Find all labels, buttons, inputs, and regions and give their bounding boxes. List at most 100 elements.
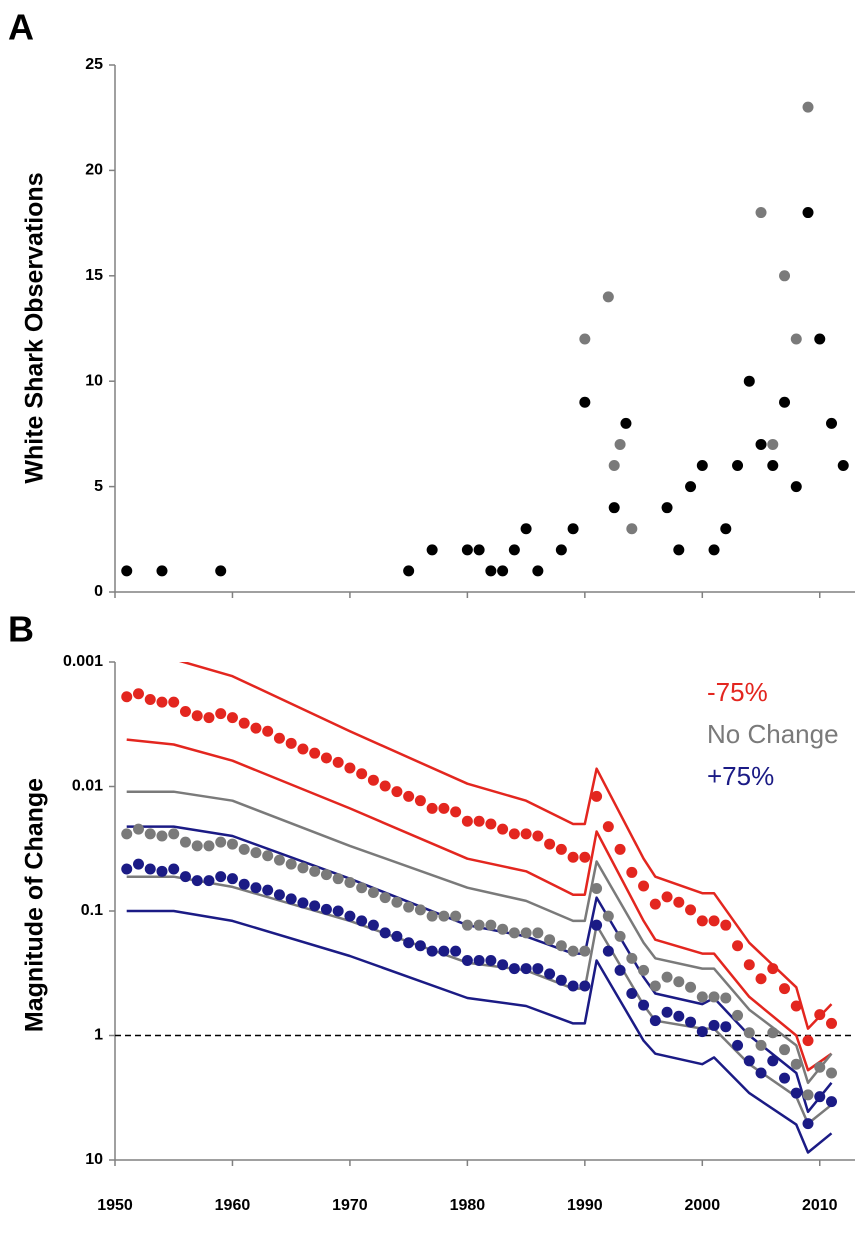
data-point — [638, 964, 650, 976]
data-point — [814, 1061, 826, 1073]
data-point — [403, 565, 415, 577]
data-point — [332, 905, 344, 917]
x-tick-label: 1950 — [97, 1197, 133, 1214]
data-point — [638, 999, 650, 1011]
data-point — [814, 1091, 826, 1103]
y-tick-label: 0 — [94, 583, 103, 600]
data-point — [297, 897, 309, 909]
data-point — [732, 940, 744, 952]
data-point — [767, 460, 779, 472]
data-point — [696, 991, 708, 1003]
data-point — [790, 481, 802, 493]
data-point — [779, 1044, 791, 1056]
data-point — [649, 898, 661, 910]
data-point — [367, 886, 379, 898]
data-point — [602, 910, 614, 922]
data-point — [826, 417, 838, 429]
data-point — [473, 815, 485, 827]
data-point — [790, 1087, 802, 1099]
data-point — [450, 806, 462, 818]
data-point — [262, 884, 274, 896]
data-point — [238, 717, 250, 729]
y-tick-label: 0.01 — [72, 778, 103, 795]
data-point — [614, 438, 626, 450]
y-tick-label: 15 — [85, 267, 103, 284]
data-point — [250, 722, 262, 734]
data-point — [450, 910, 462, 922]
data-point — [837, 460, 849, 472]
data-point — [614, 964, 626, 976]
y-tick-label: 0.001 — [63, 653, 103, 670]
x-tick-label: 2000 — [685, 1197, 721, 1214]
data-point — [344, 910, 356, 922]
data-point — [685, 904, 697, 916]
data-point — [826, 1017, 838, 1029]
y-tick-label: 1 — [94, 1027, 103, 1044]
data-point — [802, 101, 814, 113]
data-point — [403, 937, 415, 949]
x-tick-label: 1970 — [332, 1197, 368, 1214]
data-point — [567, 851, 579, 863]
data-point — [215, 871, 227, 883]
data-point — [755, 207, 767, 219]
data-point — [203, 840, 215, 852]
data-point — [532, 830, 544, 842]
data-point — [320, 903, 332, 915]
data-point — [591, 790, 603, 802]
data-point — [426, 910, 438, 922]
data-point — [473, 955, 485, 967]
data-point — [356, 768, 368, 780]
data-point — [461, 955, 473, 967]
data-point — [285, 737, 297, 749]
data-point — [121, 691, 133, 703]
data-point — [238, 843, 250, 855]
data-point — [485, 919, 497, 931]
data-point — [708, 991, 720, 1003]
data-point — [215, 836, 227, 848]
data-point — [673, 976, 685, 988]
data-point — [608, 502, 620, 514]
data-point — [720, 523, 732, 535]
y-tick-label: 0.1 — [81, 902, 103, 919]
data-point — [555, 940, 567, 952]
data-point — [544, 838, 556, 850]
data-point — [391, 896, 403, 908]
x-tick-label: 1990 — [567, 1197, 603, 1214]
data-point — [755, 438, 767, 450]
data-point — [273, 889, 285, 901]
data-point — [121, 863, 133, 875]
data-point — [262, 725, 274, 737]
data-point — [802, 1118, 814, 1130]
data-point — [250, 882, 262, 894]
x-tick-label: 2010 — [802, 1197, 838, 1214]
data-point — [708, 1019, 720, 1031]
data-point — [356, 915, 368, 927]
data-point — [508, 963, 520, 975]
data-line — [126, 790, 833, 1085]
data-point — [790, 1058, 802, 1070]
data-point — [497, 923, 509, 935]
data-point — [461, 544, 473, 556]
data-point — [779, 983, 791, 995]
data-point — [532, 927, 544, 939]
data-point — [661, 1006, 673, 1018]
data-point — [579, 980, 591, 992]
data-point — [473, 544, 485, 556]
data-point — [567, 523, 579, 535]
data-point — [379, 927, 391, 939]
data-point — [121, 828, 133, 840]
data-point — [591, 883, 603, 895]
data-point — [191, 875, 203, 887]
data-point — [685, 1016, 697, 1028]
y-tick-label: 5 — [94, 478, 103, 495]
data-point — [567, 980, 579, 992]
data-point — [720, 1021, 732, 1033]
data-point — [544, 968, 556, 980]
data-point — [367, 919, 379, 931]
data-point — [602, 821, 614, 833]
data-point — [626, 952, 638, 964]
data-point — [620, 417, 632, 429]
data-point — [626, 523, 638, 535]
data-point — [414, 795, 426, 807]
data-point — [732, 460, 744, 472]
